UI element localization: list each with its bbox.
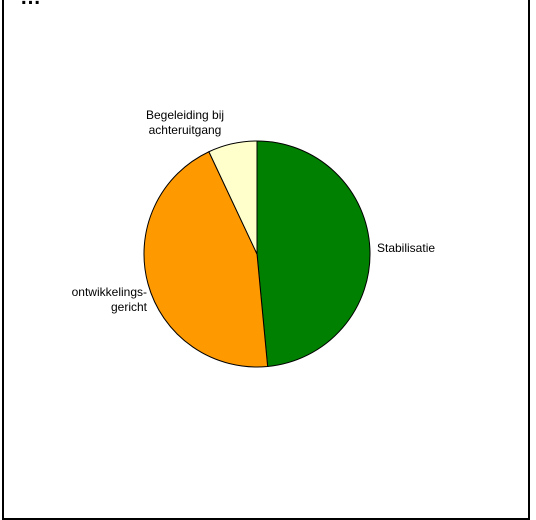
pie-chart: Stabilisatie ontwikkelings-gericht Begelei… [72, 108, 436, 368]
pie-slice [256, 140, 371, 368]
pie-labels: Stabilisatie ontwikkelings-gericht Begelei… [72, 108, 436, 314]
slice-label: Begeleiding bij achteruitgang [146, 108, 224, 137]
pie-slice [208, 140, 258, 255]
pie-slice [143, 151, 269, 368]
pie-slices [143, 140, 371, 368]
chart-title: … [20, 0, 41, 10]
slice-label: ontwikkelings-gericht [72, 285, 148, 314]
slice-label: Stabilisatie [377, 241, 435, 255]
